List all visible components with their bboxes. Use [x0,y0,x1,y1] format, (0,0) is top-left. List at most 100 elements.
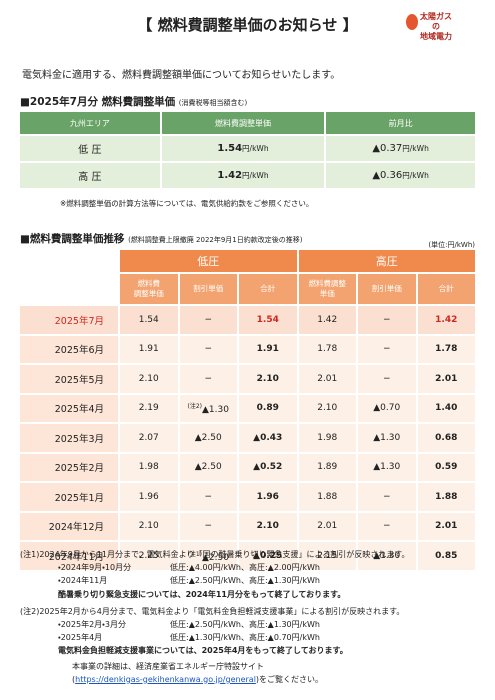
cell: 2.25 [120,542,178,570]
cell: − [179,512,237,540]
data-row: 2024年11月 2.25 (注1)▲2.50 ▲0.25 2.15 ▲1.30 0.85 [20,542,475,570]
month: 2025年2月 [20,453,118,481]
note-block: (注2)2025年2月から4月分まで、電気料金より「電気料金負担軽減支援事業」に… [20,605,490,658]
cell: − [358,512,416,540]
cell: 1.42 [417,306,475,334]
cell: 1.54 [239,306,297,334]
column-header: 合計 [239,274,297,304]
cell: ▲0.52 [239,453,297,481]
data-row: 2024年12月 2.10−2.10 2.01−2.01 [20,512,475,540]
row: 低 圧 1.54円/kWh ▲0.37円/kWh [20,136,475,161]
change: ▲0.37 [372,143,403,154]
cell: − [358,306,416,334]
month: 2025年3月 [20,424,118,452]
unit: 円/kWh [402,171,429,180]
note-line: (注2)2025年2月から4月分まで、電気料金より「電気料金負担軽減支援事業」に… [20,605,490,618]
note-item: ・2025年4月 低圧:▲1.30円/kWh、高圧:▲0.70円/kWh [20,631,490,644]
value: 1.42 [217,170,243,181]
note-item: ・2024年11月 低圧:▲2.50円/kWh、高圧:▲1.30円/kWh [20,574,490,587]
cell-value: ▲1.30 [202,405,229,416]
cell: 1.98 [120,453,178,481]
cell: − [179,483,237,511]
change-cell: ▲0.37円/kWh [326,136,475,161]
cell: 2.10 [120,365,178,393]
heading-text: ■燃料費調整単価推移 [20,233,125,245]
logo-text: 地域電力 [420,32,452,41]
header-cell: 燃料費調整単価 [161,112,325,134]
cell: − [358,365,416,393]
note-footer: 電気料金負担軽減支援事業については、2025年4月をもって終了しております。 [58,646,348,656]
change-cell: ▲0.36円/kWh [326,163,475,188]
cell: ▲2.50 [179,453,237,481]
notes: (注1)2024年9月から11月分まで、電気料金より「国の酷暑乗り切り緊急支援」… [20,548,490,686]
value-cell: 1.54円/kWh [161,136,325,161]
data-row: 2025年5月 2.10−2.10 2.01−2.01 [20,365,475,393]
row: 高 圧 1.42円/kWh ▲0.36円/kWh [20,163,475,188]
logo-text: 太陽ガス [420,12,452,21]
detail: 低圧:▲2.50円/kWh、高圧:▲1.30円/kWh [170,620,320,630]
history-table: 低圧 高圧 燃料費 調整単価 割引単価 合計 燃料費調整 単価 割引単価 合計 2025年7月 1… [18,248,477,572]
cell: ▲1.30 [358,453,416,481]
period: ・2025年2月・3月分 [58,620,126,630]
cell: ▲0.43 [239,424,297,452]
note-footer: 酷暑乗り切り緊急支援については、2024年11月分をもって終了しております。 [58,589,346,599]
cell: − [179,306,237,334]
cell: 2.01 [298,512,356,540]
heading-text: ■2025年7月分 燃料費調整単価 [20,96,176,108]
cell: 1.91 [239,335,297,363]
cell: ▲0.25 [239,542,297,570]
source-link[interactable]: https://denkigas-gekihenkanwa.go.jp/gene… [75,674,256,684]
cell: 2.10 [120,512,178,540]
cell: 1.98 [298,424,356,452]
cell: 0.59 [417,453,475,481]
unit: 円/kWh [242,144,269,153]
cell: 1.42 [298,306,356,334]
heading-note: (燃料調整費上限撤廃 2022年9月1日約款改定後の推移) [128,236,303,244]
cell: 1.54 [120,306,178,334]
cell: 0.68 [417,424,475,452]
logo-text: の [432,22,440,31]
current-table: 九州エリア 燃料費調整単価 前月比低 圧 1.54円/kWh ▲0.37円/kWh 高 圧… [18,110,477,190]
source-link-line: (https://denkigas-gekihenkanwa.go.jp/gen… [72,673,490,686]
cell: − [179,335,237,363]
cell: − [358,483,416,511]
heading-note: (消費税等相当額含む) [178,99,248,107]
row-label: 高 圧 [20,163,160,188]
cell: ▲1.30 [358,542,416,570]
cell: 2.10 [298,394,356,422]
period: ・2024年11月 [58,576,108,586]
group-row: 低圧 高圧 [20,250,475,304]
data-row: 2025年3月 2.07 ▲2.50 ▲0.43 1.98 ▲1.30 0.68 [20,424,475,452]
column-header: 割引単価 [358,274,416,304]
detail: 低圧:▲1.30円/kWh、高圧:▲0.70円/kWh [170,633,320,643]
cell: 1.78 [298,335,356,363]
value-cell: 1.42円/kWh [161,163,325,188]
cell: 2.15 [298,542,356,570]
note-text: 2025年2月から4月分まで、電気料金より「電気料金負担軽減支援事業」による割引… [39,606,405,616]
column-header: 合計 [417,274,475,304]
section-heading: ■2025年7月分 燃料費調整単価 (消費税等相当額含む) [20,94,247,109]
group-header: 高圧 [298,250,475,272]
cell: (注2)▲1.30 [179,394,237,422]
cell: 2.01 [417,512,475,540]
cell: 2.01 [417,365,475,393]
subheader-row: 燃料費 調整単価 割引単価 合計 燃料費調整 単価 割引単価 合計 [20,274,475,304]
column-header: 燃料費 調整単価 [120,274,178,304]
title: 【 燃料費調整単価のお知らせ 】 [137,16,358,34]
unit: (単位:円/kWh) [428,241,475,249]
cell: 2.07 [120,424,178,452]
header-row: 九州エリア 燃料費調整単価 前月比 [20,112,475,134]
cell: ▲1.30 [358,424,416,452]
note-text: 2024年9月から11月分まで、電気料金より「国の酷暑乗り切り緊急支援」による割… [39,550,410,559]
cell: 1.88 [417,483,475,511]
cell: 0.89 [239,394,297,422]
note-ref: (注2) [187,403,203,411]
cell: 2.01 [298,365,356,393]
source-text: 本事業の詳細は、経済産業省エネルギー庁特設サイト [72,661,264,671]
cell: − [358,335,416,363]
month: 2025年4月 [20,394,118,422]
note: ※燃料調整単価の計算方法等については、電気供給約款をご参照ください。 [60,199,314,208]
note-line: (注1)2024年9月から11月分まで、電気料金より「国の酷暑乗り切り緊急支援」… [20,548,490,561]
cell: 1.88 [298,483,356,511]
